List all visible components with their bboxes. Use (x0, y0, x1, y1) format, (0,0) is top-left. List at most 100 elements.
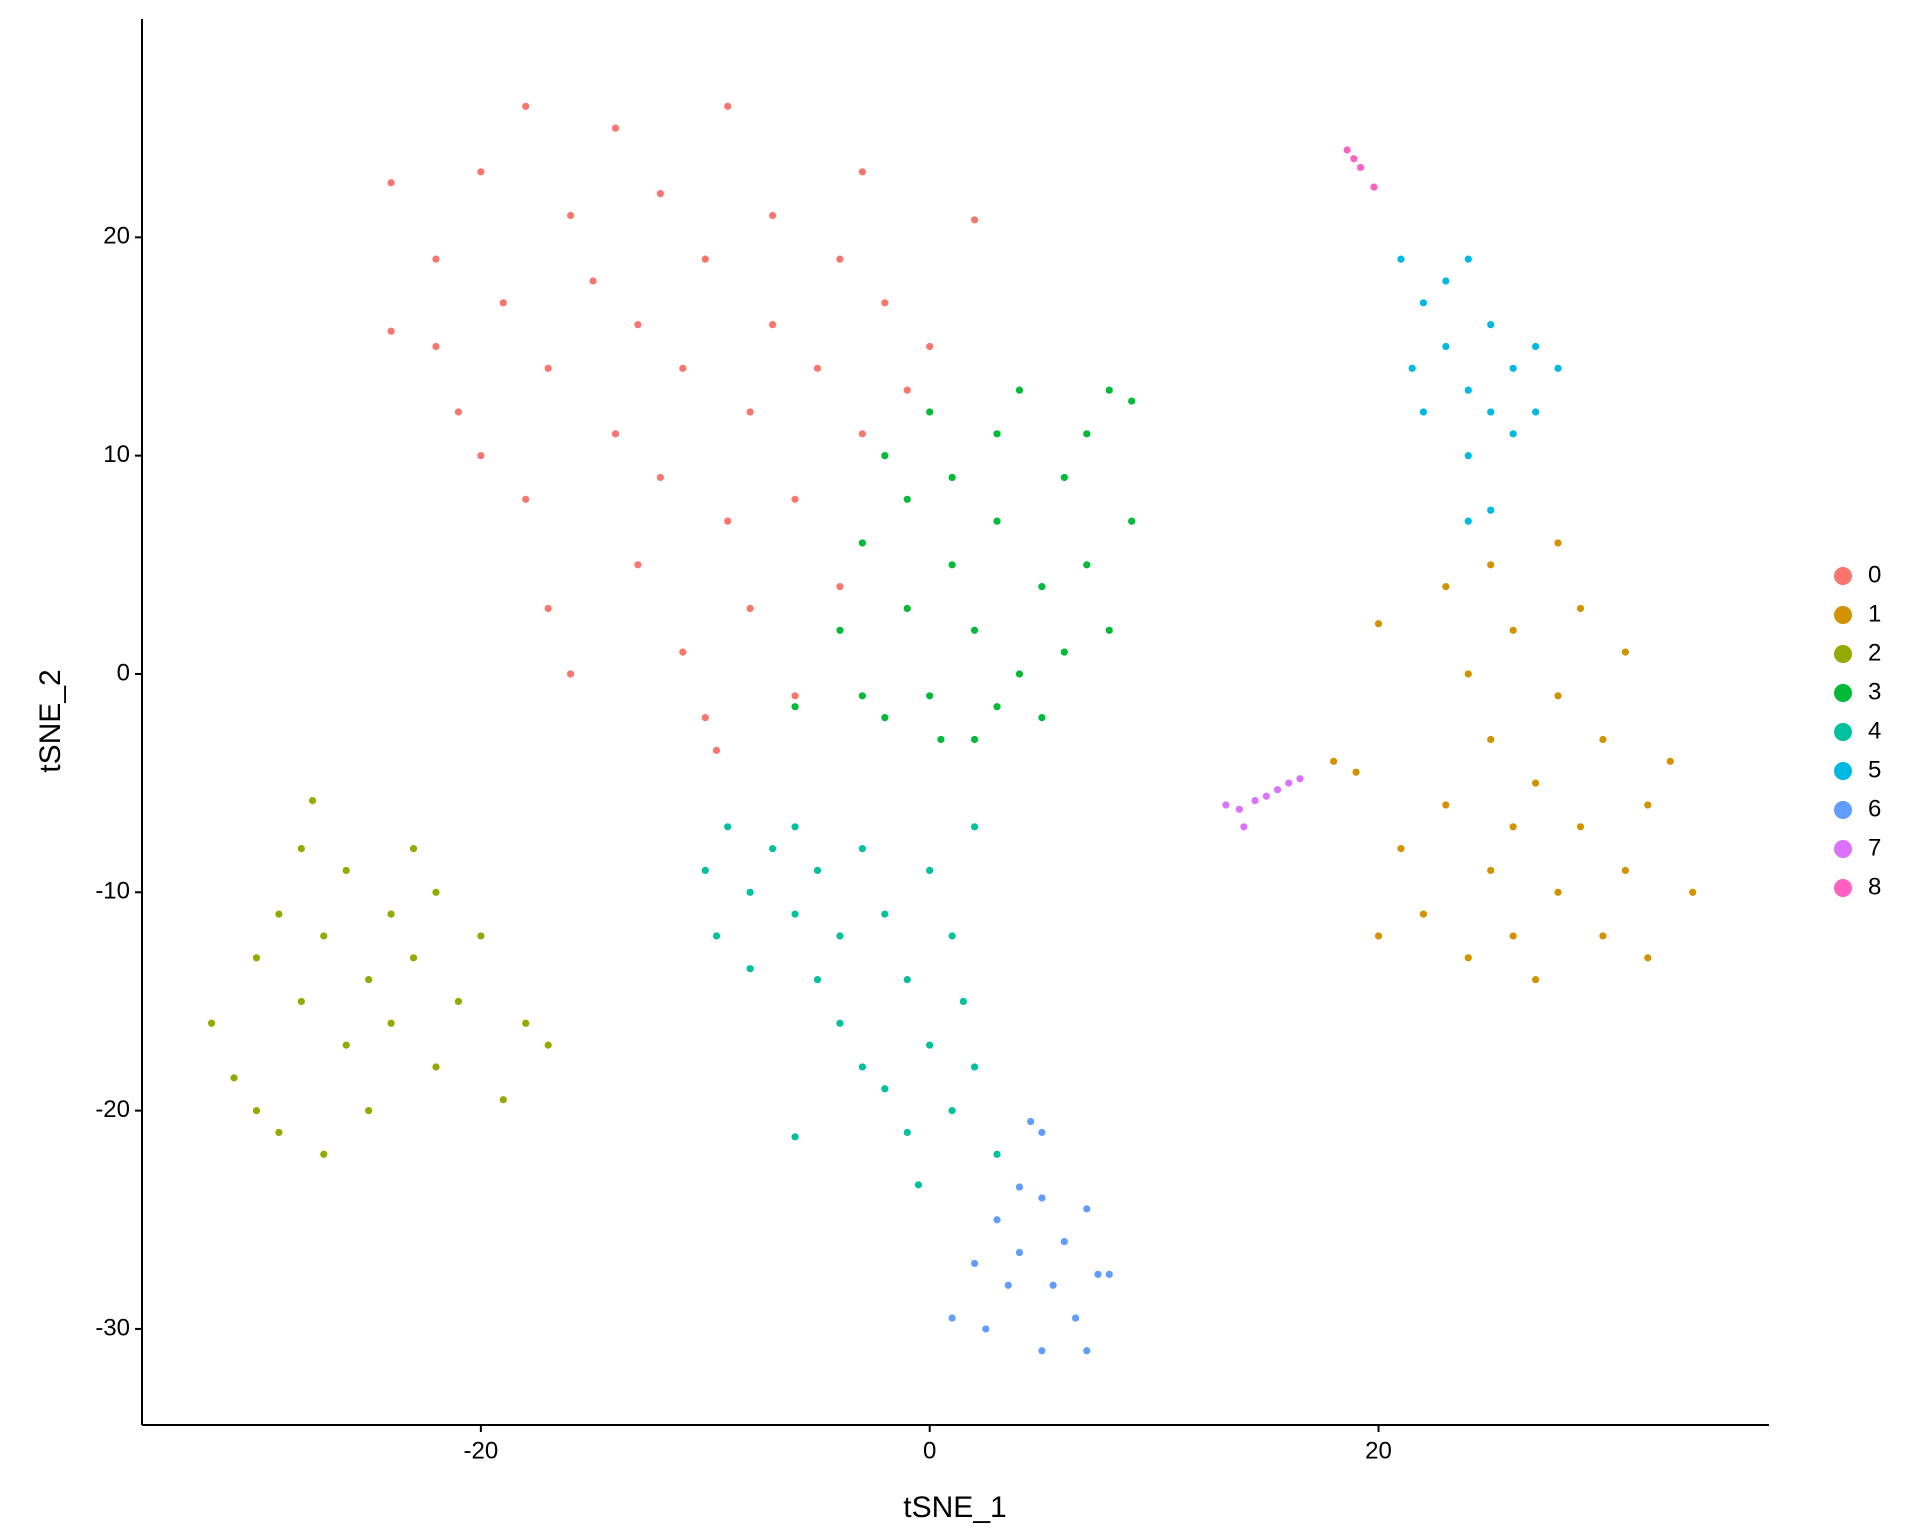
point (1419, 408, 1428, 416)
point (1509, 364, 1517, 372)
point (1222, 801, 1230, 809)
point (1532, 342, 1540, 351)
point (432, 888, 440, 896)
point (791, 823, 799, 831)
point (1621, 866, 1629, 875)
point (409, 845, 418, 853)
legend-label: 7 (1868, 834, 1881, 861)
point (914, 1181, 923, 1189)
point (1442, 277, 1450, 285)
point (970, 216, 979, 224)
point (970, 1259, 979, 1268)
y-tick-label: -20 (95, 1096, 130, 1123)
point (903, 495, 911, 503)
point (1060, 648, 1068, 656)
point (881, 452, 889, 460)
point (1487, 561, 1495, 569)
point (499, 299, 507, 307)
point (970, 735, 979, 744)
legend-key (1834, 723, 1852, 741)
point (858, 430, 866, 438)
point (387, 179, 395, 187)
point (993, 1150, 1001, 1158)
point (836, 255, 844, 263)
point (387, 1019, 395, 1027)
point (1419, 299, 1428, 307)
point (1464, 452, 1472, 460)
point (1004, 1281, 1012, 1289)
point (342, 866, 350, 875)
point (522, 1019, 530, 1027)
y-axis-title: tSNE_2 (34, 669, 67, 772)
point (858, 1063, 866, 1071)
point (1487, 506, 1495, 514)
point (207, 1019, 216, 1027)
point (948, 1314, 956, 1322)
legend-key (1834, 606, 1852, 624)
point (1083, 1205, 1091, 1213)
x-axis-title: tSNE_1 (903, 1491, 1006, 1524)
point (1015, 670, 1024, 678)
point (544, 364, 552, 372)
point (365, 1107, 373, 1115)
point (1049, 1281, 1057, 1289)
point (970, 626, 979, 634)
point (881, 299, 889, 307)
point (1105, 1270, 1113, 1278)
point (1038, 1347, 1046, 1355)
point (993, 430, 1001, 438)
point (454, 408, 463, 416)
point (365, 976, 373, 984)
point (1235, 805, 1243, 813)
point (948, 473, 956, 482)
point (1285, 779, 1293, 787)
point (937, 735, 945, 744)
point (903, 386, 911, 394)
point (1408, 364, 1416, 372)
legend-label: 0 (1868, 561, 1881, 588)
point (1128, 397, 1136, 405)
point (611, 124, 620, 132)
point (858, 168, 866, 176)
point (1554, 364, 1562, 372)
legend-label: 2 (1868, 639, 1881, 666)
point (1105, 386, 1113, 394)
point (1273, 786, 1282, 794)
point (1532, 408, 1540, 416)
point (477, 168, 485, 176)
point (769, 845, 777, 853)
point (1015, 1248, 1024, 1257)
point (1554, 692, 1562, 700)
point (724, 823, 732, 831)
point (1397, 845, 1405, 853)
point (959, 997, 967, 1006)
point (1464, 517, 1472, 525)
point (881, 910, 889, 918)
point (701, 866, 709, 875)
point (746, 408, 754, 416)
y-tick-label: -10 (95, 878, 130, 905)
point (1262, 792, 1270, 800)
legend-key (1834, 879, 1852, 897)
point (926, 342, 934, 351)
point (993, 517, 1001, 525)
point (791, 703, 799, 711)
point (1487, 408, 1495, 416)
point (1419, 910, 1428, 918)
point (1464, 255, 1472, 263)
point (320, 1150, 328, 1158)
point (1083, 561, 1091, 569)
point (1083, 430, 1091, 438)
point (1487, 735, 1495, 744)
legend-key (1834, 684, 1852, 702)
point (1356, 163, 1365, 172)
point (836, 626, 844, 634)
point (252, 1107, 261, 1115)
point (1105, 626, 1113, 634)
y-tick-label: 20 (103, 223, 130, 250)
point (634, 321, 642, 329)
legend-label: 3 (1868, 678, 1881, 705)
point (701, 714, 709, 722)
point (746, 888, 754, 896)
point (1442, 801, 1450, 809)
